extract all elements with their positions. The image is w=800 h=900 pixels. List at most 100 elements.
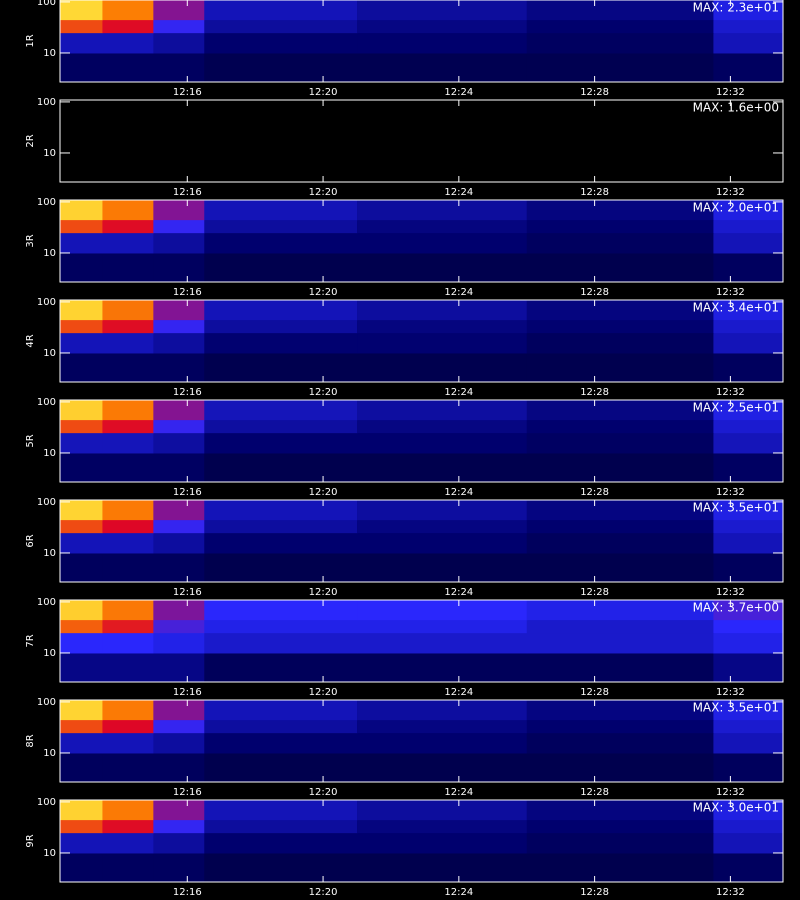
plot-frame	[59, 199, 784, 283]
heat-cell	[102, 100, 154, 121]
x-tick-label: 12:28	[580, 287, 609, 298]
heat-cell	[204, 100, 358, 121]
heat-cell	[357, 719, 528, 734]
x-tick-label: 12:16	[173, 587, 202, 598]
heat-cell	[102, 0, 154, 21]
heat-cell	[153, 219, 205, 234]
heat-cell	[153, 52, 205, 83]
y-axis-label: 1R	[25, 34, 36, 47]
heat-cell	[204, 232, 358, 254]
heat-cell	[102, 452, 154, 483]
y-tick-label: 10	[43, 848, 56, 859]
panel: 10 100 12:16 12:20 12:24 12:28 12:32 9R MAX: 3.0…	[25, 797, 784, 898]
x-tick-label: 12:24	[444, 587, 473, 598]
x-tick-label: 12:24	[444, 87, 473, 98]
heat-cell	[713, 600, 784, 621]
heat-cell	[357, 0, 528, 21]
heat-cell	[204, 52, 358, 83]
heat-cell	[526, 819, 714, 834]
y-axis-label: 2R	[25, 134, 36, 147]
heat-cell	[153, 19, 205, 34]
heat-cell	[153, 652, 205, 683]
heat-cell	[526, 32, 714, 54]
heat-cell	[357, 700, 528, 721]
heat-cell	[60, 719, 103, 734]
heat-cell	[357, 452, 528, 483]
heat-cell	[102, 252, 154, 283]
heat-cell	[357, 119, 528, 134]
heat-cell	[102, 232, 154, 254]
heat-cell	[526, 519, 714, 534]
heat-cell	[204, 552, 358, 583]
heat-cell	[60, 119, 103, 134]
x-tick-label: 12:24	[444, 387, 473, 398]
x-tick-label: 12:32	[716, 687, 745, 698]
heat-cell	[102, 519, 154, 534]
heat-cell	[713, 519, 784, 534]
heat-cell	[60, 252, 103, 283]
heat-cell	[153, 800, 205, 821]
plot-frame	[59, 699, 784, 783]
heat-cell	[204, 219, 358, 234]
heat-cell	[153, 252, 205, 283]
heat-cell	[60, 319, 103, 334]
y-tick-label: 10	[43, 648, 56, 659]
max-annotation: MAX: 2.0e+01	[693, 201, 779, 215]
max-annotation: MAX: 3.5e+01	[693, 501, 779, 515]
heat-cell	[153, 300, 205, 321]
heat-cell	[60, 519, 103, 534]
y-tick-label: 100	[37, 597, 56, 608]
heat-cell	[204, 119, 358, 134]
panel: 10 100 12:16 12:20 12:24 12:28 12:32 5R MAX: 2.5…	[25, 397, 784, 498]
heat-cell	[357, 52, 528, 83]
y-tick-label: 10	[43, 348, 56, 359]
heat-cell	[153, 0, 205, 21]
heat-cell	[713, 319, 784, 334]
heat-cell	[357, 619, 528, 634]
heat-cell	[102, 152, 154, 183]
heat-cell	[204, 700, 358, 721]
heat-cell	[357, 632, 528, 654]
heat-cell	[153, 152, 205, 183]
heat-cell	[153, 519, 205, 534]
heat-cell	[102, 600, 154, 621]
heat-cell	[153, 32, 205, 54]
heat-cell	[60, 300, 103, 321]
panel: 10 100 12:16 12:20 12:24 12:28 12:32 1R MAX: 2.3…	[25, 0, 784, 98]
heat-cell	[204, 532, 358, 554]
heat-cell	[526, 219, 714, 234]
heat-cell	[713, 52, 784, 83]
heat-cell	[204, 719, 358, 734]
y-axis-label: 6R	[25, 534, 36, 547]
heat-cell	[153, 200, 205, 221]
x-tick-label: 12:28	[580, 587, 609, 598]
x-tick-label: 12:16	[173, 887, 202, 898]
plot-frame	[59, 0, 784, 83]
heat-cell	[526, 852, 714, 883]
heat-cell	[60, 452, 103, 483]
y-tick-label: 100	[37, 697, 56, 708]
heat-cell	[713, 132, 784, 154]
heat-cell	[60, 832, 103, 854]
heat-cell	[713, 819, 784, 834]
heat-cell	[204, 0, 358, 21]
heat-cell	[153, 719, 205, 734]
heat-cell	[713, 200, 784, 221]
heat-cell	[713, 300, 784, 321]
heat-cell	[102, 632, 154, 654]
x-tick-label: 12:32	[716, 587, 745, 598]
heat-cell	[357, 732, 528, 754]
heat-cell	[102, 19, 154, 34]
heat-cell	[153, 400, 205, 421]
heat-cell	[526, 432, 714, 454]
heat-cell	[357, 232, 528, 254]
x-tick-label: 12:24	[444, 787, 473, 798]
heat-cell	[102, 432, 154, 454]
heat-cell	[357, 219, 528, 234]
x-tick-label: 12:20	[309, 587, 338, 598]
heat-cell	[357, 152, 528, 183]
panel: 10 100 12:16 12:20 12:24 12:28 12:32 6R MAX: 3.5…	[25, 497, 784, 598]
heat-cell	[526, 600, 714, 621]
heat-cell	[526, 319, 714, 334]
x-tick-label: 12:24	[444, 287, 473, 298]
